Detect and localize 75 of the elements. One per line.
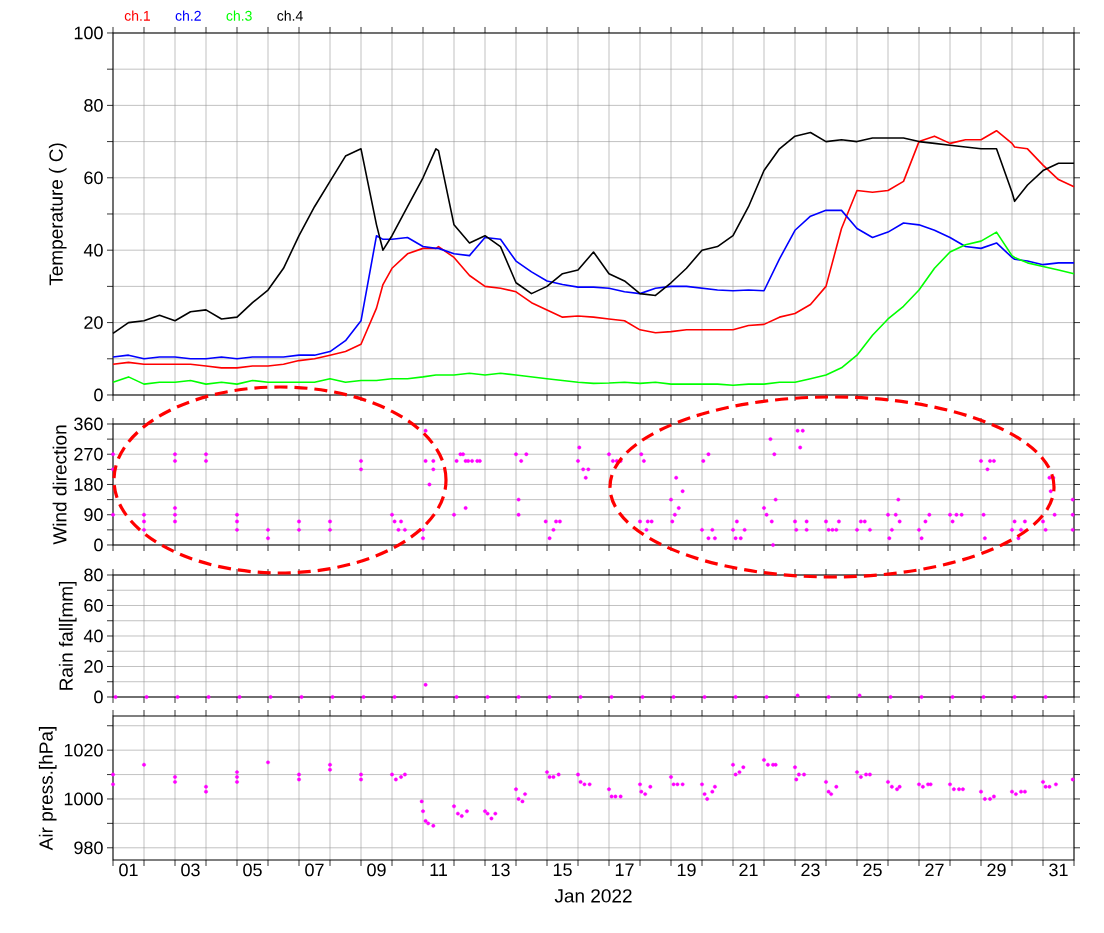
y-tick-label: 1020 bbox=[64, 743, 103, 757]
point bbox=[392, 695, 397, 699]
y-axis-title: Wind direction bbox=[52, 425, 67, 545]
point bbox=[175, 695, 180, 699]
x-tick-label: 21 bbox=[739, 863, 758, 877]
point bbox=[454, 695, 459, 699]
x-tick-label: 05 bbox=[243, 863, 262, 877]
y-axis-title: Air press.[hPa] bbox=[38, 727, 57, 851]
y-tick-label: 360 bbox=[74, 417, 103, 431]
y-tick-label: 100 bbox=[74, 26, 103, 40]
point bbox=[888, 695, 893, 699]
point bbox=[981, 695, 986, 699]
y-axis-title: Temperature ( C) bbox=[48, 143, 67, 286]
y-tick-label: 60 bbox=[84, 599, 103, 612]
point bbox=[733, 695, 738, 699]
x-tick-label: 23 bbox=[801, 863, 820, 877]
x-tick-label: 19 bbox=[677, 863, 696, 877]
point bbox=[826, 695, 831, 699]
point bbox=[516, 695, 521, 699]
point bbox=[764, 695, 769, 699]
x-tick-label: 31 bbox=[1049, 863, 1068, 877]
point bbox=[640, 695, 645, 699]
point bbox=[485, 695, 490, 699]
y-tick-label: 0 bbox=[94, 690, 103, 704]
x-tick-label: 13 bbox=[491, 863, 510, 877]
x-tick-label: 25 bbox=[863, 863, 882, 877]
point bbox=[1043, 695, 1048, 699]
y-tick-label: 60 bbox=[84, 171, 103, 185]
x-tick-label: 09 bbox=[367, 863, 386, 877]
point bbox=[702, 695, 707, 699]
point bbox=[361, 695, 366, 699]
point bbox=[423, 682, 428, 687]
point bbox=[113, 695, 118, 699]
y-tick-label: 40 bbox=[83, 243, 103, 257]
y-tick-label: 80 bbox=[84, 99, 103, 112]
x-tick-label: 29 bbox=[987, 863, 1006, 877]
point bbox=[547, 695, 552, 699]
point bbox=[1012, 695, 1017, 699]
y-tick-label: 180 bbox=[74, 478, 103, 491]
y-tick-label: 0 bbox=[94, 538, 103, 552]
y-tick-label: 90 bbox=[84, 508, 103, 522]
x-tick-label: 15 bbox=[553, 863, 572, 877]
point bbox=[578, 695, 583, 699]
point bbox=[609, 695, 614, 699]
point bbox=[299, 695, 304, 699]
point bbox=[144, 695, 149, 699]
point bbox=[795, 693, 800, 698]
y-tick-label: 1000 bbox=[64, 792, 103, 806]
x-tick-label: 01 bbox=[119, 863, 138, 877]
point bbox=[671, 695, 676, 699]
point bbox=[268, 695, 273, 699]
point bbox=[237, 695, 242, 699]
point bbox=[950, 695, 955, 699]
x-tick-label: 17 bbox=[615, 863, 634, 876]
y-axis-title: Rain fall[mm] bbox=[58, 581, 77, 690]
point bbox=[919, 695, 924, 699]
x-axis-title: Jan 2022 bbox=[554, 889, 632, 903]
text: ch.4 bbox=[277, 10, 303, 21]
point bbox=[206, 695, 211, 699]
y-tick-label: 40 bbox=[83, 629, 103, 643]
x-tick-label: 27 bbox=[925, 863, 944, 877]
point bbox=[857, 693, 862, 698]
x-tick-label: 11 bbox=[430, 863, 447, 876]
text: ch.3 bbox=[226, 10, 252, 21]
y-tick-label: 80 bbox=[84, 568, 103, 582]
text: ch.1 bbox=[124, 10, 150, 21]
text: ch.2 bbox=[175, 10, 201, 21]
y-tick-label: 20 bbox=[84, 660, 103, 673]
y-tick-label: 20 bbox=[84, 316, 103, 329]
x-tick-label: 03 bbox=[181, 863, 200, 877]
y-tick-label: 270 bbox=[74, 447, 103, 461]
y-tick-label: 980 bbox=[74, 841, 103, 855]
point bbox=[330, 695, 335, 699]
x-tick-label: 07 bbox=[305, 863, 324, 877]
y-tick-label: 0 bbox=[94, 388, 103, 402]
